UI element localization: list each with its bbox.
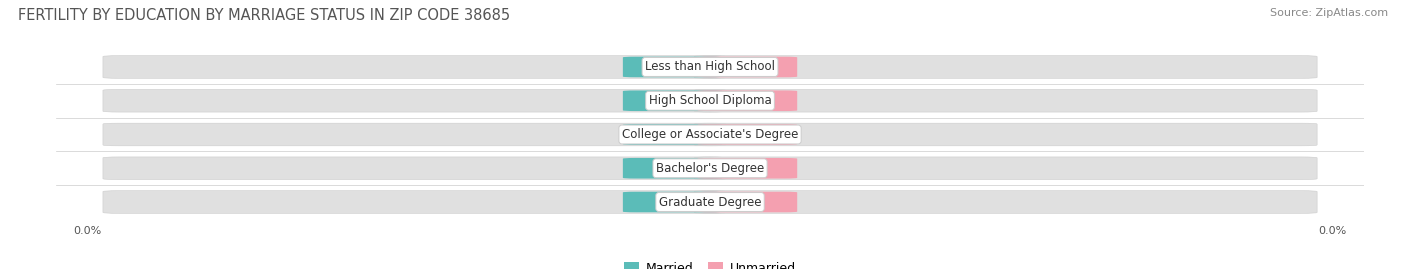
Legend: Married, Unmarried: Married, Unmarried xyxy=(619,257,801,269)
Text: 0.0%: 0.0% xyxy=(733,163,762,173)
FancyBboxPatch shape xyxy=(695,191,1317,213)
FancyBboxPatch shape xyxy=(697,158,797,179)
Text: FERTILITY BY EDUCATION BY MARRIAGE STATUS IN ZIP CODE 38685: FERTILITY BY EDUCATION BY MARRIAGE STATU… xyxy=(18,8,510,23)
Text: Less than High School: Less than High School xyxy=(645,61,775,73)
Text: High School Diploma: High School Diploma xyxy=(648,94,772,107)
FancyBboxPatch shape xyxy=(103,191,725,213)
Text: 0.0%: 0.0% xyxy=(658,163,688,173)
FancyBboxPatch shape xyxy=(697,57,797,77)
FancyBboxPatch shape xyxy=(695,56,1317,78)
FancyBboxPatch shape xyxy=(697,90,797,111)
FancyBboxPatch shape xyxy=(697,192,797,212)
Text: Source: ZipAtlas.com: Source: ZipAtlas.com xyxy=(1270,8,1388,18)
Text: 0.0%: 0.0% xyxy=(733,96,762,106)
Text: 0.0%: 0.0% xyxy=(658,197,688,207)
FancyBboxPatch shape xyxy=(103,123,725,146)
FancyBboxPatch shape xyxy=(695,123,1317,146)
FancyBboxPatch shape xyxy=(623,158,723,179)
Text: Bachelor's Degree: Bachelor's Degree xyxy=(657,162,763,175)
Text: 0.0%: 0.0% xyxy=(733,129,762,140)
Text: 0.0%: 0.0% xyxy=(658,62,688,72)
Text: College or Associate's Degree: College or Associate's Degree xyxy=(621,128,799,141)
FancyBboxPatch shape xyxy=(103,89,725,112)
FancyBboxPatch shape xyxy=(695,157,1317,180)
FancyBboxPatch shape xyxy=(103,56,725,78)
FancyBboxPatch shape xyxy=(623,124,723,145)
FancyBboxPatch shape xyxy=(103,157,725,180)
Text: 0.0%: 0.0% xyxy=(658,129,688,140)
FancyBboxPatch shape xyxy=(697,124,797,145)
Text: 0.0%: 0.0% xyxy=(733,197,762,207)
Text: 0.0%: 0.0% xyxy=(658,96,688,106)
FancyBboxPatch shape xyxy=(623,57,723,77)
Text: 0.0%: 0.0% xyxy=(733,62,762,72)
Text: Graduate Degree: Graduate Degree xyxy=(659,196,761,208)
FancyBboxPatch shape xyxy=(623,192,723,212)
FancyBboxPatch shape xyxy=(623,90,723,111)
FancyBboxPatch shape xyxy=(695,89,1317,112)
